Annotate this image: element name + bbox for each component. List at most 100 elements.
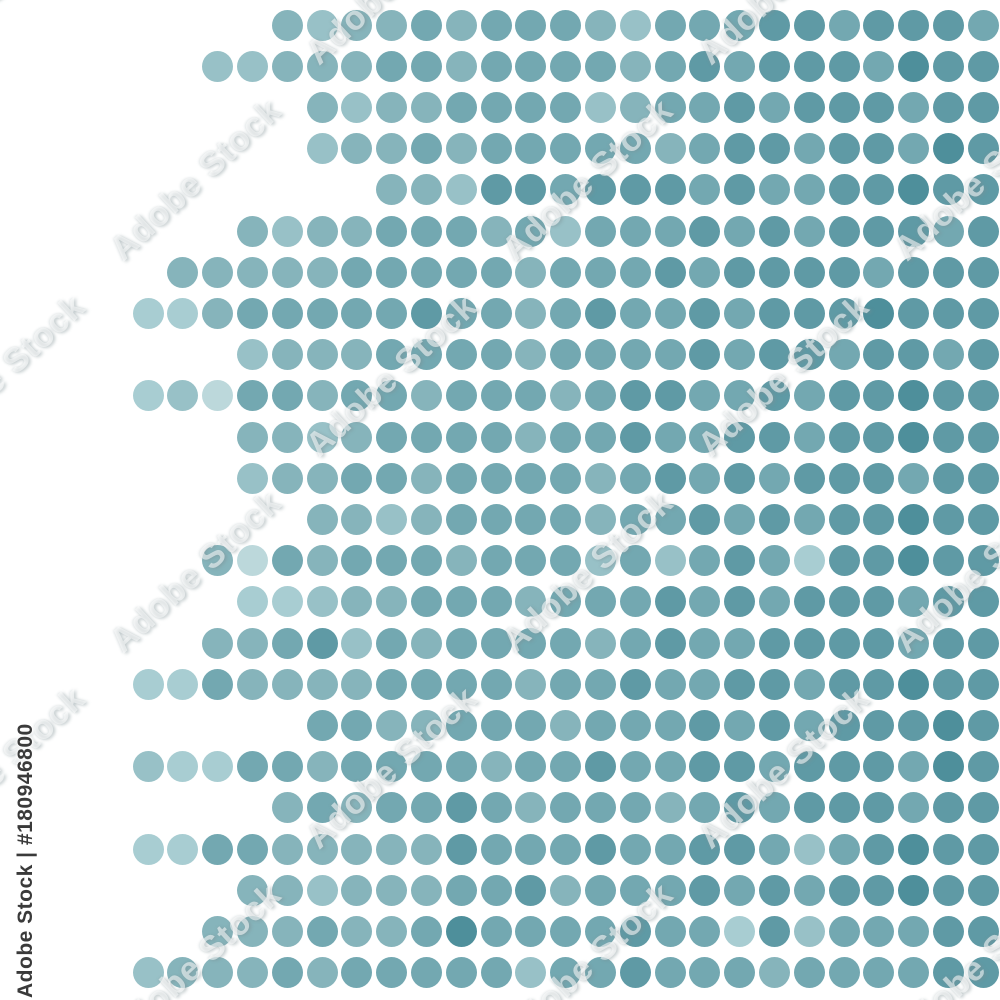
pattern-dot bbox=[236, 586, 268, 618]
pattern-dot bbox=[967, 627, 999, 659]
pattern-dot bbox=[236, 545, 268, 577]
pattern-dot bbox=[898, 50, 930, 82]
pattern-dot bbox=[410, 957, 442, 989]
pattern-dot bbox=[236, 297, 268, 329]
adobe-stock-watermark-text: Adobe Stock bbox=[0, 0, 93, 73]
pattern-dot bbox=[828, 874, 860, 906]
pattern-dot bbox=[863, 174, 895, 206]
pattern-dot bbox=[202, 627, 234, 659]
pattern-dot bbox=[410, 215, 442, 247]
pattern-dot bbox=[932, 297, 964, 329]
pattern-dot bbox=[306, 627, 338, 659]
pattern-dot bbox=[550, 339, 582, 371]
pattern-dot bbox=[271, 215, 303, 247]
pattern-dot bbox=[863, 9, 895, 41]
pattern-dot bbox=[341, 421, 373, 453]
pattern-dot bbox=[689, 50, 721, 82]
pattern-dot bbox=[898, 380, 930, 412]
pattern-dot bbox=[932, 9, 964, 41]
pattern-dot bbox=[758, 462, 790, 494]
pattern-dot bbox=[967, 421, 999, 453]
pattern-dot bbox=[341, 339, 373, 371]
pattern-dot bbox=[271, 9, 303, 41]
pattern-dot bbox=[515, 9, 547, 41]
pattern-dot bbox=[584, 9, 616, 41]
pattern-dot bbox=[689, 380, 721, 412]
pattern-dot bbox=[410, 792, 442, 824]
pattern-dot bbox=[480, 503, 512, 535]
pattern-dot bbox=[619, 9, 651, 41]
pattern-dot bbox=[967, 215, 999, 247]
pattern-dot bbox=[271, 421, 303, 453]
pattern-dot bbox=[689, 133, 721, 165]
pattern-dot bbox=[793, 215, 825, 247]
pattern-dot bbox=[724, 297, 756, 329]
pattern-dot bbox=[689, 256, 721, 288]
pattern-dot bbox=[515, 215, 547, 247]
pattern-dot bbox=[410, 668, 442, 700]
pattern-dot bbox=[410, 339, 442, 371]
pattern-dot bbox=[758, 833, 790, 865]
pattern-dot bbox=[724, 586, 756, 618]
pattern-dot bbox=[515, 874, 547, 906]
pattern-dot bbox=[898, 709, 930, 741]
pattern-dot bbox=[410, 462, 442, 494]
pattern-dot bbox=[515, 545, 547, 577]
pattern-dot bbox=[828, 957, 860, 989]
pattern-dot bbox=[828, 91, 860, 123]
pattern-dot bbox=[932, 545, 964, 577]
pattern-dot bbox=[410, 503, 442, 535]
pattern-dot bbox=[724, 215, 756, 247]
pattern-dot bbox=[828, 380, 860, 412]
pattern-dot bbox=[445, 668, 477, 700]
pattern-dot bbox=[584, 133, 616, 165]
pattern-dot bbox=[271, 462, 303, 494]
pattern-dot bbox=[341, 503, 373, 535]
pattern-dot bbox=[689, 339, 721, 371]
pattern-dot bbox=[619, 915, 651, 947]
pattern-dot bbox=[550, 421, 582, 453]
pattern-dot bbox=[689, 751, 721, 783]
pattern-dot bbox=[724, 9, 756, 41]
pattern-dot bbox=[550, 256, 582, 288]
pattern-dot bbox=[376, 91, 408, 123]
pattern-dot bbox=[376, 709, 408, 741]
pattern-dot bbox=[550, 9, 582, 41]
pattern-dot bbox=[445, 9, 477, 41]
pattern-dot bbox=[863, 957, 895, 989]
pattern-dot bbox=[619, 586, 651, 618]
pattern-dot bbox=[480, 215, 512, 247]
pattern-dot bbox=[202, 751, 234, 783]
pattern-dot bbox=[480, 627, 512, 659]
pattern-dot bbox=[445, 751, 477, 783]
pattern-dot bbox=[898, 297, 930, 329]
pattern-dot bbox=[932, 668, 964, 700]
pattern-dot bbox=[306, 380, 338, 412]
pattern-dot bbox=[306, 215, 338, 247]
pattern-dot bbox=[619, 503, 651, 535]
pattern-dot bbox=[898, 133, 930, 165]
pattern-dot bbox=[132, 833, 164, 865]
pattern-dot bbox=[654, 586, 686, 618]
pattern-dot bbox=[550, 833, 582, 865]
pattern-dot bbox=[863, 709, 895, 741]
pattern-dot bbox=[654, 709, 686, 741]
pattern-dot bbox=[724, 915, 756, 947]
pattern-dot bbox=[828, 627, 860, 659]
pattern-dot bbox=[584, 874, 616, 906]
pattern-dot bbox=[410, 50, 442, 82]
pattern-dot bbox=[236, 50, 268, 82]
pattern-dot bbox=[376, 133, 408, 165]
pattern-dot bbox=[306, 792, 338, 824]
pattern-dot bbox=[758, 215, 790, 247]
pattern-dot bbox=[480, 957, 512, 989]
pattern-dot bbox=[306, 339, 338, 371]
pattern-dot bbox=[619, 627, 651, 659]
pattern-dot bbox=[515, 462, 547, 494]
pattern-dot bbox=[271, 256, 303, 288]
pattern-dot bbox=[132, 380, 164, 412]
pattern-dot bbox=[445, 957, 477, 989]
pattern-dot bbox=[480, 91, 512, 123]
pattern-dot bbox=[550, 792, 582, 824]
pattern-dot bbox=[132, 668, 164, 700]
